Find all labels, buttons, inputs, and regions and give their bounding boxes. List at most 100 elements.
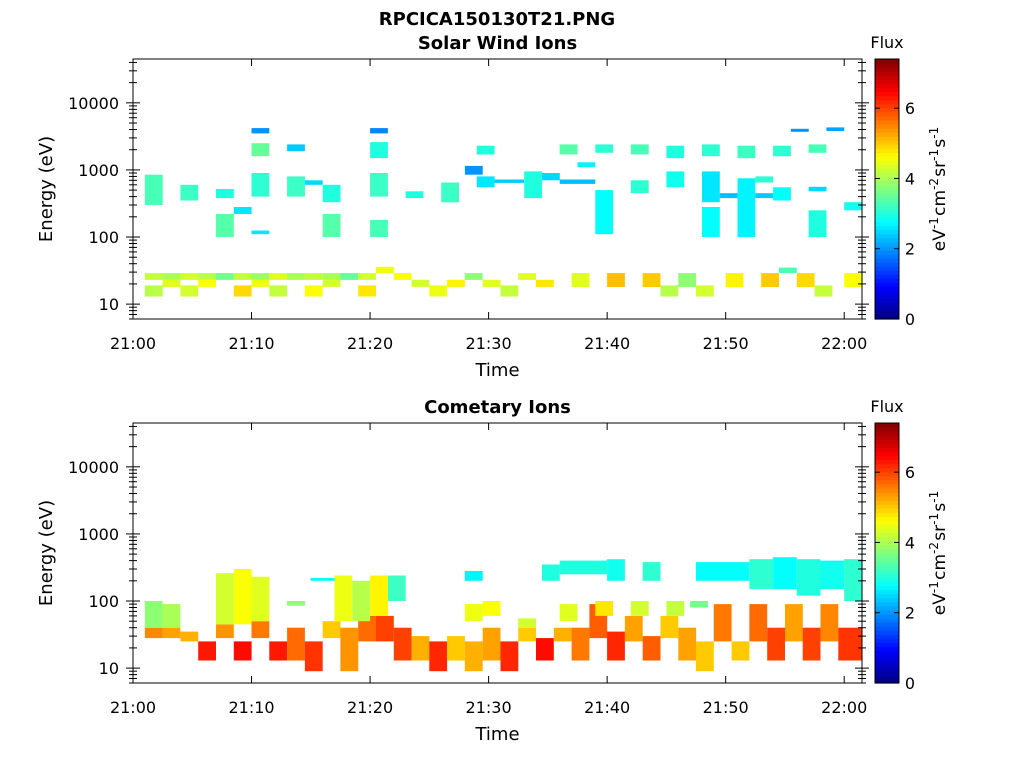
colorbar-segment <box>875 302 899 308</box>
heatmap-cell <box>518 273 536 280</box>
colorbar-segment <box>875 258 899 263</box>
colorbar-segment <box>875 581 899 587</box>
heatmap-cell <box>287 144 305 152</box>
heatmap-cell <box>393 627 412 661</box>
colorbar-label: eV-1 cm-2 sr-1 s-1 <box>927 127 950 251</box>
colorbar-tick-label: 2 <box>905 604 915 623</box>
figure-title: RPCICA150130T21.PNG <box>379 9 615 30</box>
colorbar-segment <box>875 221 899 227</box>
heatmap-cell <box>719 193 738 199</box>
heatmap-cell <box>322 214 341 237</box>
colorbar-segment <box>875 107 899 113</box>
colorbar-segment <box>875 443 899 448</box>
colorbar-segment <box>875 439 899 444</box>
heatmap-cells <box>144 127 862 297</box>
heatmap-cell <box>494 179 525 183</box>
y-tick-label: 100 <box>88 592 119 611</box>
colorbar-segment <box>875 115 899 121</box>
colorbar-segment <box>875 423 899 428</box>
heatmap-cell <box>482 279 501 287</box>
colorbar-segment <box>875 613 899 619</box>
colorbar-segment <box>875 561 899 566</box>
heatmap-cell <box>144 174 163 205</box>
colorbar-segment <box>875 193 899 198</box>
heatmap-cell <box>358 615 376 642</box>
heatmap-cell <box>180 631 199 642</box>
x-tick-label: 21:20 <box>347 698 393 717</box>
heatmap-cell <box>476 145 495 155</box>
colorbar-segment <box>875 144 899 149</box>
heatmap-cell <box>808 210 827 237</box>
heatmap-cell <box>464 165 483 175</box>
heatmap-cell <box>287 601 305 606</box>
panel-title: Cometary Ions <box>424 397 571 418</box>
heatmap-cell <box>376 615 394 642</box>
heatmap-cell <box>773 145 791 157</box>
colorbar-segment <box>875 310 899 316</box>
heatmap-cell <box>447 636 465 661</box>
colorbar-frame <box>874 422 900 684</box>
colorbar-segment <box>875 306 899 312</box>
colorbar-segment <box>875 270 899 275</box>
colorbar-segment <box>875 512 899 518</box>
x-tick-label: 21:50 <box>703 334 749 353</box>
colorbar-segment <box>875 254 899 259</box>
colorbar-segment <box>875 565 899 570</box>
x-tick-label: 21:00 <box>110 698 156 717</box>
colorbar-segment <box>875 516 899 522</box>
heatmap-cell <box>370 128 388 134</box>
heatmap-cell <box>666 601 685 616</box>
colorbar-segment <box>875 286 899 292</box>
colorbar-segment <box>875 197 899 202</box>
colorbar-segment <box>875 524 899 530</box>
heatmap-cell <box>838 627 862 661</box>
heatmap-cell <box>559 560 608 575</box>
colorbar-segment <box>875 237 899 243</box>
colorbar-segment <box>875 589 899 595</box>
colorbar-tick-label: 0 <box>905 674 915 693</box>
colorbar-segment <box>875 479 899 485</box>
heatmap-cell <box>802 627 821 661</box>
x-tick-label: 22:00 <box>821 698 867 717</box>
heatmap-cell <box>779 267 797 274</box>
colorbar-segment <box>875 508 899 513</box>
colorbar-segment <box>875 471 899 477</box>
panel-cometary: 21:00 21:10 21:20 21:30 21:40 21:50 22:00 10 100… <box>36 397 950 745</box>
heatmap-cell <box>144 601 163 628</box>
heatmap-cell <box>340 627 359 672</box>
heatmap-cell <box>370 575 388 616</box>
colorbar-segment <box>875 496 899 501</box>
colorbar-segment <box>875 180 899 186</box>
y-tick-label: 10000 <box>68 458 119 477</box>
colorbar-segment <box>875 128 899 133</box>
heatmap-cell <box>595 601 614 616</box>
heatmap-cell <box>702 171 720 203</box>
heatmap-cell <box>162 627 181 639</box>
colorbar-segment <box>875 544 899 550</box>
colorbar-segment <box>875 459 899 465</box>
colorbar-segment <box>875 626 899 631</box>
colorbar-segment <box>875 119 899 125</box>
colorbar-title: Flux <box>870 397 903 416</box>
heatmap-cell <box>198 279 216 287</box>
heatmap-cell <box>690 601 708 608</box>
heatmap-cell <box>216 214 234 237</box>
colorbar-segment <box>875 540 899 546</box>
heatmap-cell <box>162 279 181 287</box>
colorbar-segment <box>875 184 899 190</box>
heatmap-cell <box>808 186 827 192</box>
colorbar-segment <box>875 164 899 170</box>
heatmap-cell <box>542 564 560 581</box>
colorbar-segment <box>875 455 899 461</box>
panel-solar-wind: 21:00 21:10 21:20 21:30 21:40 21:50 22:00 10 100… <box>36 33 950 381</box>
heatmap-cell <box>322 279 341 287</box>
heatmap-cell <box>216 573 234 625</box>
heatmap-cell <box>696 641 714 672</box>
plot-frame <box>132 422 863 684</box>
heatmap-cell <box>755 176 774 183</box>
colorbar-segment <box>875 601 899 607</box>
heatmap-cell <box>696 562 750 581</box>
heatmap-cell <box>702 207 720 237</box>
colorbar-tick-label: 4 <box>905 169 915 188</box>
